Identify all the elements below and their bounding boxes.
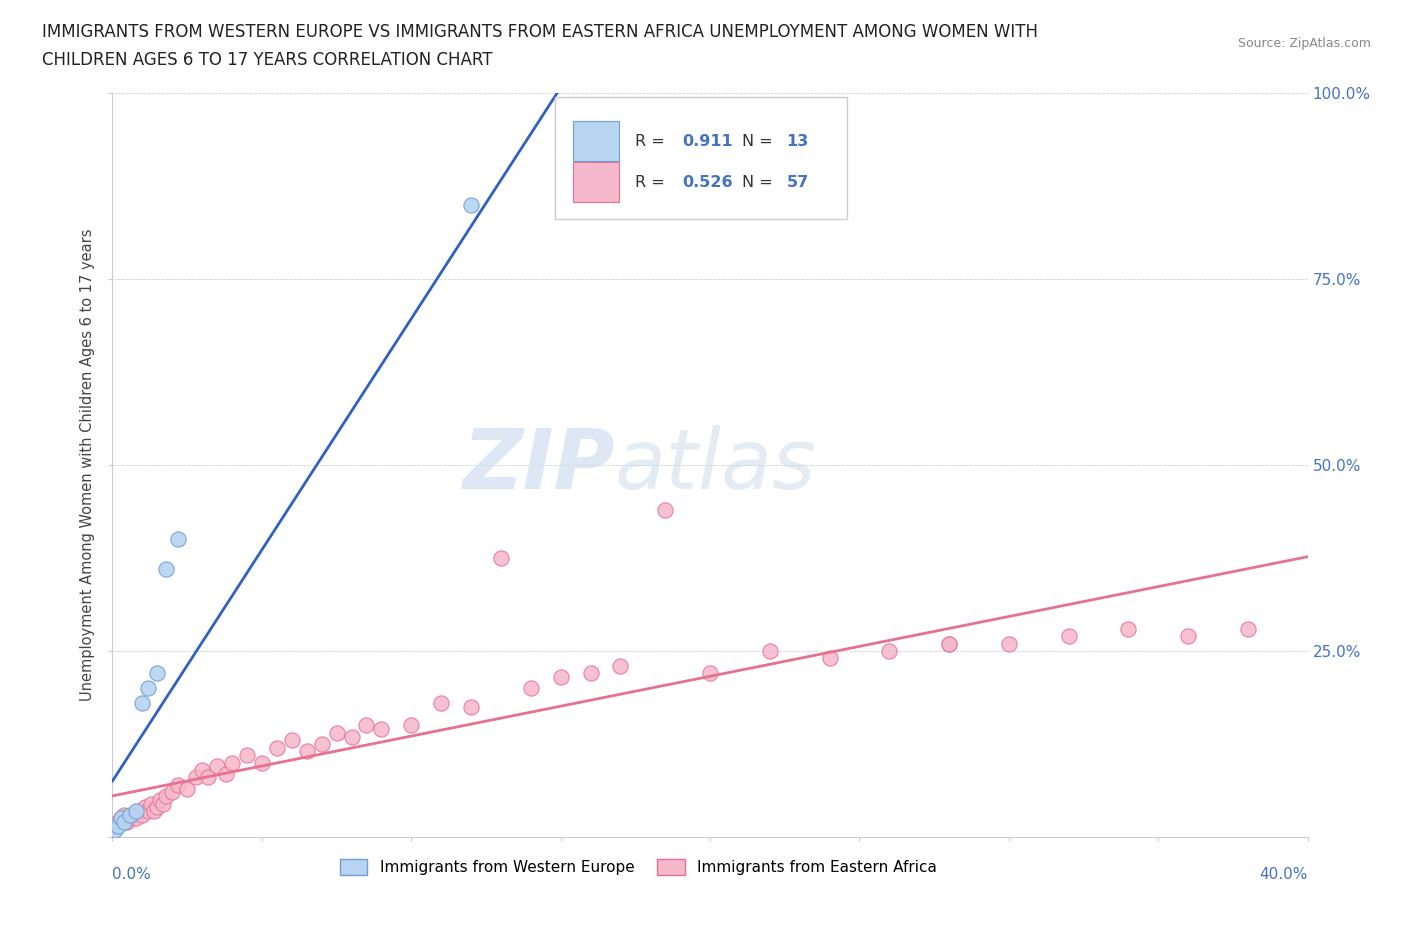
Point	[107, 818, 129, 833]
Point	[489, 551, 512, 565]
Point	[215, 766, 238, 781]
Point	[236, 748, 259, 763]
Point	[325, 725, 347, 740]
Point	[125, 804, 148, 818]
Point	[141, 796, 163, 811]
Point	[110, 811, 132, 826]
Point	[117, 815, 139, 830]
Point	[167, 777, 190, 792]
Point	[191, 763, 214, 777]
Point	[131, 807, 153, 822]
Point	[609, 658, 631, 673]
Point	[818, 651, 841, 666]
Point	[430, 696, 453, 711]
Text: atlas: atlas	[614, 424, 815, 506]
Text: 0.911: 0.911	[682, 134, 733, 149]
Point	[114, 815, 135, 830]
Point	[167, 532, 190, 547]
Point	[356, 718, 378, 733]
Point	[221, 755, 243, 770]
Point	[155, 562, 177, 577]
Point	[122, 807, 145, 822]
Point	[149, 792, 172, 807]
Point	[155, 789, 177, 804]
Point	[340, 729, 363, 744]
Point	[128, 804, 150, 818]
Text: 13: 13	[786, 134, 808, 149]
Point	[295, 744, 318, 759]
Point	[370, 722, 392, 737]
Point	[460, 699, 482, 714]
Point	[104, 822, 127, 837]
Y-axis label: Unemployment Among Women with Children Ages 6 to 17 years: Unemployment Among Women with Children A…	[80, 229, 96, 701]
Point	[879, 644, 901, 658]
Point	[1057, 629, 1080, 644]
Point	[107, 815, 129, 830]
FancyBboxPatch shape	[554, 97, 848, 219]
Point	[281, 733, 304, 748]
Point	[176, 781, 198, 796]
Point	[146, 800, 169, 815]
Point	[205, 759, 228, 774]
Point	[401, 718, 423, 733]
Point	[1237, 621, 1260, 636]
Point	[654, 502, 676, 517]
Point	[120, 811, 142, 826]
Text: R =: R =	[634, 134, 665, 149]
Text: CHILDREN AGES 6 TO 17 YEARS CORRELATION CHART: CHILDREN AGES 6 TO 17 YEARS CORRELATION …	[42, 51, 492, 69]
Point	[520, 681, 543, 696]
Text: 57: 57	[786, 175, 808, 190]
Point	[143, 804, 166, 818]
Legend: Immigrants from Western Europe, Immigrants from Eastern Africa: Immigrants from Western Europe, Immigran…	[333, 853, 943, 882]
Text: IMMIGRANTS FROM WESTERN EUROPE VS IMMIGRANTS FROM EASTERN AFRICA UNEMPLOYMENT AM: IMMIGRANTS FROM WESTERN EUROPE VS IMMIGR…	[42, 23, 1038, 41]
Point	[114, 807, 135, 822]
Point	[125, 811, 148, 826]
Point	[1118, 621, 1140, 636]
Point	[311, 737, 333, 751]
Point	[266, 740, 288, 755]
Point	[152, 796, 174, 811]
Text: R =: R =	[634, 175, 665, 190]
Point	[138, 681, 160, 696]
Point	[110, 811, 132, 826]
Point	[938, 636, 960, 651]
Text: N =: N =	[742, 134, 773, 149]
Point	[131, 696, 153, 711]
FancyBboxPatch shape	[572, 162, 619, 203]
Point	[998, 636, 1021, 651]
Point	[104, 818, 127, 833]
Point	[759, 644, 782, 658]
Text: ZIP: ZIP	[461, 424, 614, 506]
Text: 0.526: 0.526	[682, 175, 733, 190]
Point	[564, 108, 586, 123]
Text: Source: ZipAtlas.com: Source: ZipAtlas.com	[1237, 37, 1371, 50]
Point	[120, 807, 142, 822]
Text: 0.0%: 0.0%	[112, 867, 152, 882]
Point	[197, 770, 219, 785]
Text: 40.0%: 40.0%	[1260, 867, 1308, 882]
FancyBboxPatch shape	[572, 121, 619, 162]
Point	[162, 785, 183, 800]
Point	[579, 666, 602, 681]
Point	[699, 666, 721, 681]
Point	[550, 670, 572, 684]
Point	[186, 770, 208, 785]
Text: N =: N =	[742, 175, 773, 190]
Point	[134, 800, 156, 815]
Point	[460, 197, 482, 212]
Point	[1177, 629, 1199, 644]
Point	[250, 755, 273, 770]
Point	[938, 636, 960, 651]
Point	[138, 804, 160, 818]
Point	[146, 666, 169, 681]
